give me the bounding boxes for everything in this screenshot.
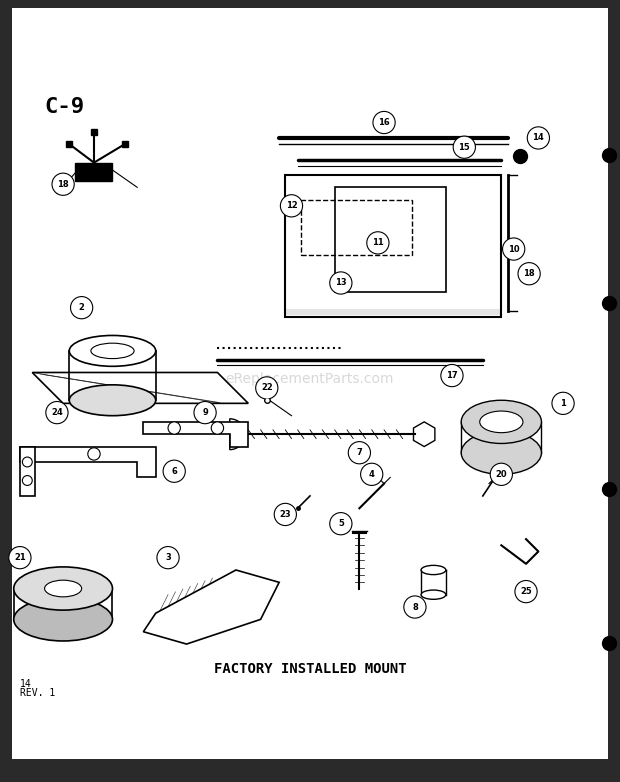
Circle shape [194, 401, 216, 424]
Text: 13: 13 [335, 278, 347, 288]
Text: 25: 25 [520, 587, 532, 596]
Ellipse shape [461, 431, 541, 475]
Bar [76, 163, 112, 181]
Circle shape [88, 448, 100, 460]
Circle shape [515, 580, 537, 603]
Text: 18: 18 [57, 180, 69, 188]
Circle shape [46, 401, 68, 424]
Circle shape [441, 364, 463, 386]
Polygon shape [143, 570, 279, 644]
Circle shape [552, 393, 574, 414]
Text: 14: 14 [20, 680, 32, 689]
Text: 11: 11 [372, 239, 384, 247]
Circle shape [361, 463, 383, 486]
Circle shape [527, 127, 549, 149]
Circle shape [367, 231, 389, 254]
Circle shape [274, 504, 296, 526]
Ellipse shape [91, 343, 134, 359]
Text: 12: 12 [286, 201, 298, 210]
Text: 18: 18 [523, 269, 535, 278]
Text: 15: 15 [458, 142, 470, 152]
Circle shape [22, 457, 32, 467]
Circle shape [503, 238, 525, 260]
Polygon shape [20, 447, 156, 478]
Wedge shape [230, 419, 245, 450]
Circle shape [373, 111, 395, 134]
Circle shape [163, 460, 185, 482]
Text: 21: 21 [14, 553, 26, 562]
Text: 9: 9 [202, 408, 208, 417]
Circle shape [255, 377, 278, 399]
Ellipse shape [421, 590, 446, 599]
Bar [301, 199, 412, 255]
Circle shape [71, 296, 93, 319]
Ellipse shape [461, 400, 541, 443]
Polygon shape [20, 447, 35, 496]
Ellipse shape [421, 565, 446, 575]
Circle shape [404, 596, 426, 618]
Text: 14: 14 [533, 134, 544, 142]
Circle shape [330, 272, 352, 294]
Polygon shape [143, 421, 248, 447]
Text: 3: 3 [165, 553, 171, 562]
Text: 5: 5 [338, 519, 344, 528]
Polygon shape [32, 372, 248, 404]
Circle shape [330, 512, 352, 535]
Circle shape [348, 442, 371, 464]
Circle shape [211, 421, 224, 434]
Text: 16: 16 [378, 118, 390, 127]
Text: 6: 6 [171, 467, 177, 475]
Text: 24: 24 [51, 408, 63, 417]
Ellipse shape [14, 567, 112, 610]
Text: 2: 2 [79, 303, 84, 312]
Text: C-9: C-9 [45, 97, 85, 117]
Text: REV. 1: REV. 1 [20, 688, 55, 698]
Text: FACTORY INSTALLED MOUNT: FACTORY INSTALLED MOUNT [214, 662, 406, 676]
Ellipse shape [14, 597, 112, 641]
Circle shape [22, 475, 32, 486]
Bar [285, 175, 502, 317]
Text: 1: 1 [560, 399, 566, 408]
Circle shape [157, 547, 179, 569]
Circle shape [453, 136, 476, 158]
Bar [335, 188, 446, 292]
Circle shape [52, 173, 74, 196]
Text: 7: 7 [356, 448, 362, 457]
Circle shape [9, 547, 31, 569]
Text: 23: 23 [280, 510, 291, 519]
Circle shape [518, 263, 540, 285]
Ellipse shape [45, 580, 82, 597]
Text: 10: 10 [508, 245, 520, 253]
Text: eReplacementParts.com: eReplacementParts.com [226, 371, 394, 386]
Text: 22: 22 [261, 383, 273, 393]
Circle shape [168, 421, 180, 434]
Text: 8: 8 [412, 602, 418, 612]
Circle shape [280, 195, 303, 217]
Text: 4: 4 [369, 470, 374, 479]
Ellipse shape [69, 335, 156, 366]
Circle shape [490, 463, 513, 486]
Text: 20: 20 [495, 470, 507, 479]
Ellipse shape [480, 411, 523, 432]
Text: 17: 17 [446, 371, 458, 380]
Ellipse shape [69, 385, 156, 416]
